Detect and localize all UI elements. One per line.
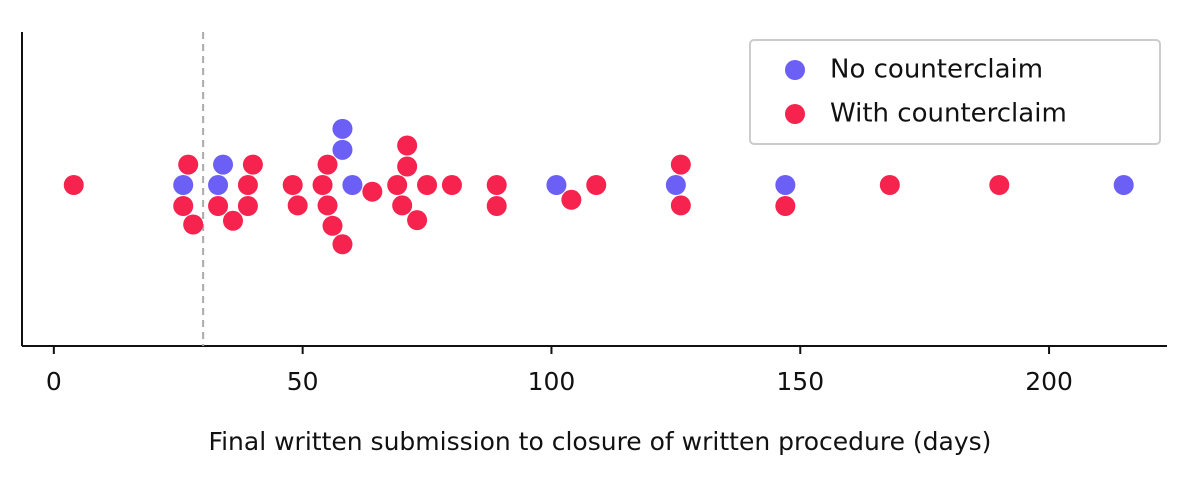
data-point xyxy=(775,196,796,216)
legend-label: With counterclaim xyxy=(830,99,1067,129)
data-point xyxy=(63,175,84,195)
data-point xyxy=(317,195,338,216)
data-point xyxy=(665,175,686,195)
x-axis-label: Final written submission to closure of w… xyxy=(209,427,992,456)
data-point xyxy=(417,175,438,195)
legend-marker xyxy=(785,60,805,80)
x-tick-label: 150 xyxy=(776,367,824,396)
data-point xyxy=(486,175,507,195)
data-point xyxy=(208,196,229,216)
data-point xyxy=(322,215,343,236)
data-point xyxy=(208,175,229,195)
data-point xyxy=(213,154,234,175)
data-point xyxy=(178,154,199,175)
data-point xyxy=(332,118,353,139)
data-point xyxy=(387,175,408,195)
data-point xyxy=(312,175,333,195)
data-point xyxy=(670,154,691,175)
data-point xyxy=(879,175,900,195)
legend-marker xyxy=(785,104,805,124)
data-point xyxy=(397,156,418,177)
data-point xyxy=(561,189,582,210)
data-point xyxy=(173,175,194,195)
legend-box xyxy=(749,39,1161,145)
data-point xyxy=(392,195,413,216)
x-tick-label: 200 xyxy=(1025,367,1073,396)
data-point xyxy=(989,175,1010,195)
data-point xyxy=(332,234,353,255)
data-point xyxy=(670,195,691,216)
data-point xyxy=(332,139,353,160)
legend-label: No counterclaim xyxy=(830,55,1043,85)
data-point xyxy=(222,210,243,231)
x-tick-label: 0 xyxy=(46,367,62,396)
x-tick-label: 100 xyxy=(528,367,576,396)
data-point xyxy=(237,175,258,195)
data-point xyxy=(317,154,338,175)
data-point xyxy=(362,181,383,202)
data-point xyxy=(173,196,194,216)
data-point xyxy=(183,214,204,235)
data-point xyxy=(287,195,308,216)
data-point xyxy=(407,210,428,231)
data-point xyxy=(486,196,507,216)
data-point xyxy=(397,135,418,156)
x-tick-label: 50 xyxy=(287,367,319,396)
data-point xyxy=(441,175,462,195)
data-point xyxy=(237,196,258,216)
data-point xyxy=(775,175,796,195)
data-point xyxy=(342,175,363,195)
data-point xyxy=(546,175,567,195)
data-point xyxy=(282,175,303,195)
data-point xyxy=(586,175,607,195)
data-point xyxy=(242,154,263,175)
data-point xyxy=(1113,175,1134,195)
